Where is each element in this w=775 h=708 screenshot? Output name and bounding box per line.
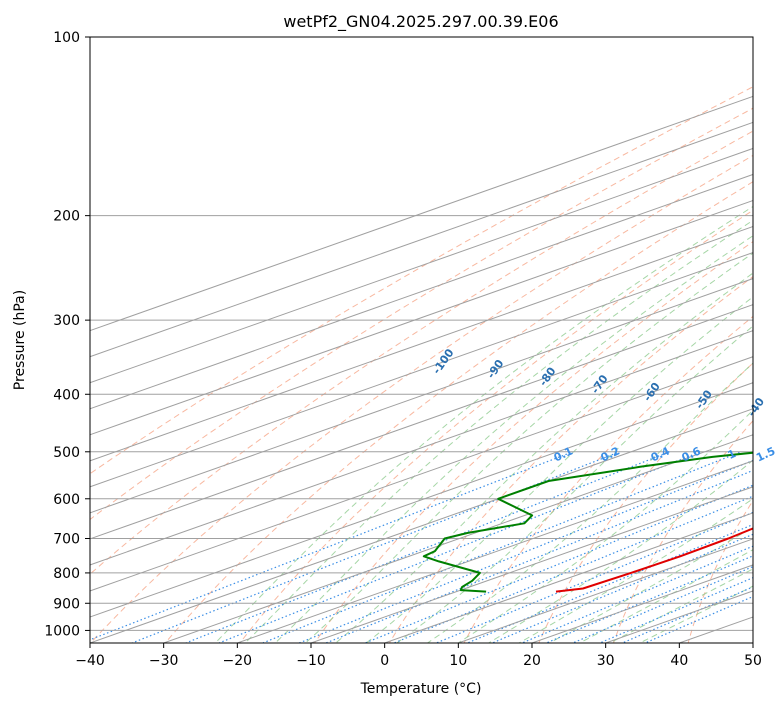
isotherm-label: -90 bbox=[484, 357, 506, 381]
isotherm-line bbox=[90, 252, 753, 488]
isotherm-line bbox=[90, 147, 753, 384]
dry-adiabat-line bbox=[761, 11, 775, 655]
y-tick-label: 500 bbox=[53, 445, 80, 461]
isotherm-line bbox=[90, 356, 753, 592]
mixing-ratio-label: 0.4 bbox=[649, 444, 672, 464]
moist-adiabat-line bbox=[457, 409, 753, 643]
moist-adiabat-line bbox=[365, 296, 753, 643]
x-axis: −40 −30 −20 −10 0 10 20 30 40 50 bbox=[75, 643, 762, 669]
mixing-ratio-line bbox=[571, 565, 753, 643]
mixing-ratio-line bbox=[392, 495, 753, 643]
mixing-ratio-label: 0.1 bbox=[552, 444, 575, 464]
isotherm-line bbox=[237, 460, 753, 643]
dewpoint-line bbox=[422, 451, 753, 593]
isotherm-line bbox=[90, 382, 753, 618]
mixing-ratio-label: 0.2 bbox=[599, 444, 622, 464]
isotherm-label: -70 bbox=[589, 372, 611, 396]
y-axis-label: Pressure (hPa) bbox=[12, 290, 28, 390]
moist-adiabat-line bbox=[578, 549, 753, 643]
y-tick-label: 1000 bbox=[44, 623, 80, 639]
x-tick-label: −10 bbox=[296, 653, 326, 669]
moist-adiabat-line bbox=[244, 219, 753, 643]
moist-adiabat-line bbox=[214, 205, 753, 643]
mixing-ratio-line bbox=[598, 577, 753, 643]
mixing-ratio-line bbox=[297, 459, 753, 643]
y-tick-label: 800 bbox=[53, 566, 80, 582]
isotherm-line bbox=[90, 199, 753, 436]
x-tick-label: −40 bbox=[75, 653, 105, 669]
isotherm-line bbox=[90, 121, 753, 358]
mixing-ratio-line bbox=[130, 451, 620, 643]
dry-adiabat-line bbox=[612, 420, 753, 643]
dry-adiabat-line bbox=[90, 154, 753, 643]
dry-adiabat-line bbox=[687, 499, 753, 643]
moist-adiabat-line bbox=[334, 272, 753, 643]
mixing-ratio-line bbox=[90, 451, 573, 641]
mixing-ratio-label: 1.5 bbox=[754, 444, 775, 464]
x-tick-label: −30 bbox=[149, 653, 179, 669]
isotherm-line bbox=[752, 642, 753, 643]
y-tick-label: 400 bbox=[53, 387, 80, 403]
mixing-ratio-line bbox=[620, 586, 753, 643]
x-tick-label: −20 bbox=[223, 653, 253, 669]
isotherm-line bbox=[384, 512, 753, 643]
isotherm-line bbox=[90, 278, 753, 514]
data-series bbox=[422, 451, 753, 593]
dry-adiabat-line bbox=[90, 130, 753, 575]
dry-adiabat-line bbox=[538, 362, 753, 643]
y-tick-label: 300 bbox=[53, 313, 80, 329]
isotherm-label: -100 bbox=[430, 346, 457, 376]
x-tick-label: 10 bbox=[449, 653, 467, 669]
x-axis-label: Temperature (°C) bbox=[360, 681, 482, 697]
mixing-ratio-line bbox=[643, 595, 753, 643]
isotherm-label: -50 bbox=[693, 387, 715, 411]
moist-adiabat-line bbox=[396, 325, 753, 643]
y-axis: 100 200 300 400 500 600 700 800 900 1000 bbox=[44, 30, 90, 639]
temperature-line bbox=[555, 527, 753, 593]
dry-adiabat-line bbox=[90, 86, 753, 475]
isotherm-line bbox=[90, 304, 753, 540]
isotherm-line bbox=[458, 538, 753, 643]
moist-adiabat-line bbox=[304, 252, 753, 643]
x-tick-label: 40 bbox=[670, 653, 688, 669]
mixing-ratio-line bbox=[544, 555, 753, 643]
dry-adiabat-line bbox=[90, 107, 753, 521]
background-lines bbox=[90, 11, 775, 655]
isotherm-line bbox=[90, 173, 753, 410]
dry-adiabat-line bbox=[164, 181, 753, 643]
isotherm-label: -60 bbox=[641, 380, 663, 404]
isotherm-label: -80 bbox=[537, 365, 559, 389]
y-tick-label: 900 bbox=[53, 596, 80, 612]
x-tick-label: 0 bbox=[380, 653, 389, 669]
isotherm-label: -40 bbox=[745, 395, 767, 419]
y-tick-label: 600 bbox=[53, 492, 80, 508]
chart-title: wetPf2_GN04.2025.297.00.39.E06 bbox=[283, 12, 558, 32]
dry-adiabat-line bbox=[314, 241, 753, 643]
x-tick-label: 20 bbox=[523, 653, 541, 669]
moist-adiabat-line bbox=[518, 498, 753, 643]
isotherm-line bbox=[90, 225, 753, 462]
y-tick-label: 100 bbox=[53, 30, 80, 46]
isotherm-line bbox=[90, 330, 753, 566]
isotherm-line bbox=[310, 486, 753, 643]
y-tick-label: 200 bbox=[53, 209, 80, 225]
moist-adiabat-line bbox=[638, 585, 753, 643]
mixing-ratio-line bbox=[363, 484, 753, 643]
isotherm-line bbox=[163, 434, 753, 643]
isotherm-line bbox=[90, 95, 753, 332]
dry-adiabat-line bbox=[239, 209, 753, 643]
x-tick-label: 50 bbox=[744, 653, 762, 669]
moist-adiabat-line bbox=[274, 235, 753, 643]
x-tick-label: 30 bbox=[597, 653, 615, 669]
dry-adiabat-line bbox=[463, 315, 753, 643]
isotherm-line bbox=[90, 408, 753, 643]
dry-adiabat-line bbox=[388, 276, 753, 643]
y-tick-label: 700 bbox=[53, 532, 80, 548]
plot-frame bbox=[89, 36, 754, 644]
mixing-ratio-line bbox=[324, 469, 753, 643]
mixing-ratio-line bbox=[465, 523, 753, 643]
